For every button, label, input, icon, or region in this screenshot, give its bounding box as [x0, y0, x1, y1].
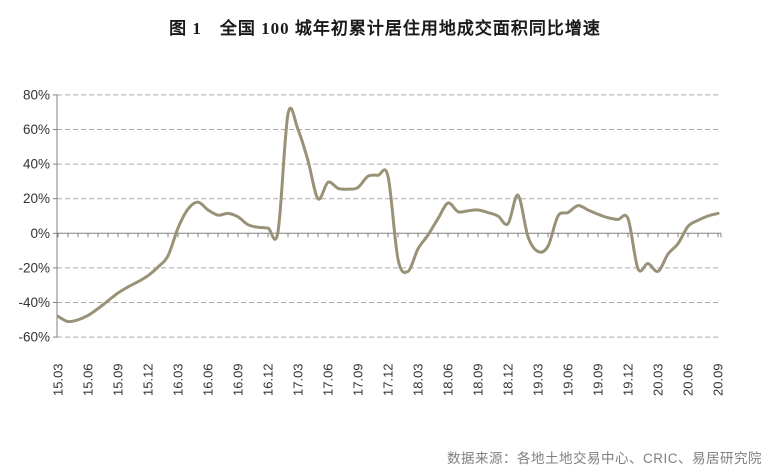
- x-tick-label: 18.06: [441, 363, 456, 396]
- y-tick-label: -60%: [18, 330, 50, 345]
- x-tick-label: 15.03: [51, 363, 66, 396]
- y-tick-label: 0%: [30, 226, 50, 241]
- x-tick-label: 15.09: [111, 363, 126, 396]
- x-tick-label: 20.06: [681, 363, 696, 396]
- x-tick-label: 15.06: [81, 363, 96, 396]
- y-tick-label: 60%: [23, 122, 50, 137]
- y-tick-label: 20%: [23, 191, 50, 206]
- x-tick-label: 17.09: [351, 363, 366, 396]
- x-tick-label: 18.12: [501, 363, 516, 396]
- x-tick-label: 15.12: [141, 363, 156, 396]
- data-source: 数据来源：各地土地交易中心、CRIC、易居研究院: [447, 451, 762, 466]
- series-line: [56, 106, 720, 324]
- x-tick-label: 16.06: [201, 363, 216, 396]
- y-tick-label: -20%: [18, 260, 50, 275]
- x-tick-label: 18.03: [411, 363, 426, 396]
- x-tick-label: 18.09: [471, 363, 486, 396]
- y-tick-label: 80%: [23, 87, 50, 102]
- x-tick-label: 20.03: [651, 363, 666, 396]
- x-tick-label: 17.06: [321, 363, 336, 396]
- x-tick-label: 17.12: [381, 363, 396, 396]
- x-tick-label: 16.03: [171, 363, 186, 396]
- x-tick-label: 19.09: [591, 363, 606, 396]
- x-tick-label: 19.06: [561, 363, 576, 396]
- x-tick-label: 20.09: [711, 363, 726, 396]
- y-tick-label: -40%: [18, 295, 50, 310]
- x-tick-label: 17.03: [291, 363, 306, 396]
- y-tick-label: 40%: [23, 157, 50, 172]
- x-tick-label: 16.09: [231, 363, 246, 396]
- x-tick-label: 19.03: [531, 363, 546, 396]
- x-tick-label: 16.12: [261, 363, 276, 396]
- x-tick-label: 19.12: [621, 363, 636, 396]
- chart-title: 图 1 全国 100 城年初累计居住用地成交面积同比增速: [169, 19, 601, 38]
